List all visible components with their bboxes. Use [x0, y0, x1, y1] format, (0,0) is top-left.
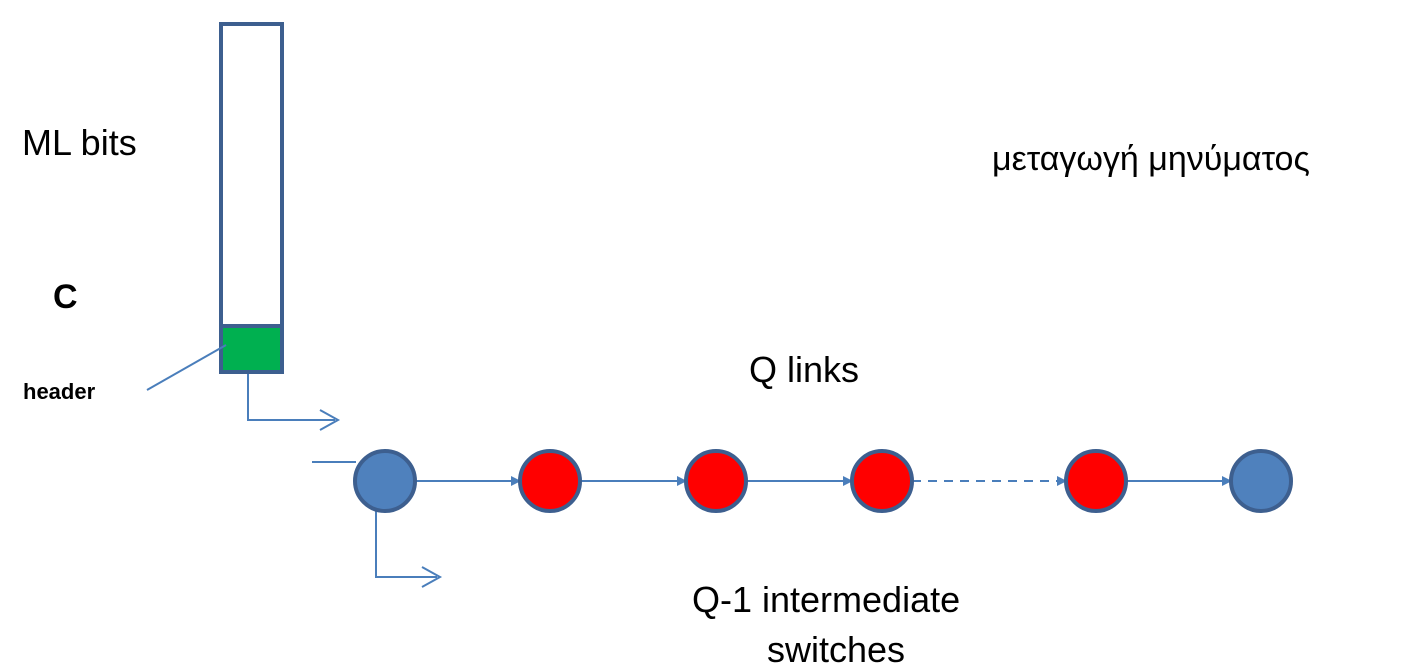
switch-node-switch-3 [850, 449, 914, 513]
source-down-arrow [375, 505, 437, 578]
message-out-arrowhead [319, 409, 341, 431]
switch-node-switch-last [1064, 449, 1128, 513]
switches-label-line1: Q-1 intermediate [692, 579, 960, 620]
source-down-arrowhead [421, 566, 443, 588]
message-bits-label: ML bits [22, 122, 137, 163]
header-block [219, 324, 284, 374]
header-pointer-line [146, 344, 227, 391]
message-block [219, 22, 284, 328]
diagram-title: μεταγωγή μηνύματος [992, 140, 1310, 178]
endpoint-node-source [353, 449, 417, 513]
links-label: Q links [749, 349, 859, 390]
message-out-arrow [247, 374, 335, 421]
header-label: header [23, 379, 96, 404]
switch-node-switch-2 [684, 449, 748, 513]
switches-label-line2: switches [767, 629, 905, 670]
nodes-layer [353, 449, 1293, 513]
switch-node-switch-1 [518, 449, 582, 513]
endpoint-node-destination [1229, 449, 1293, 513]
capacity-label: C [53, 278, 78, 316]
